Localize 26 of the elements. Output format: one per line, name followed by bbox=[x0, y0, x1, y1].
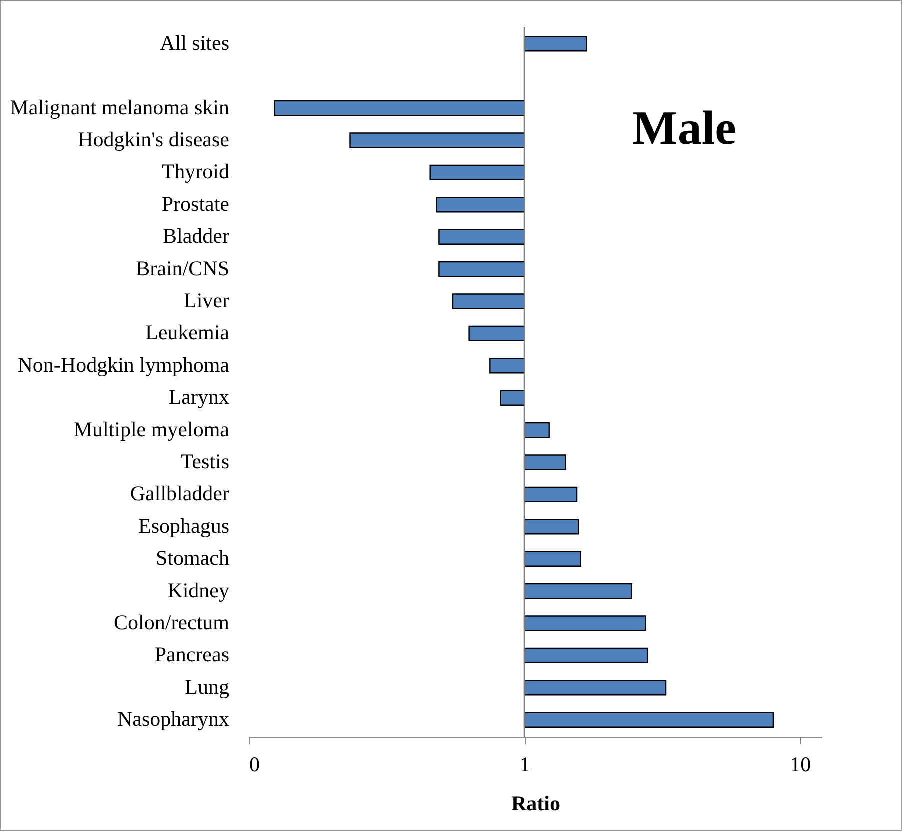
x-axis-title: Ratio bbox=[512, 792, 560, 816]
y-tick-label: Stomach bbox=[156, 546, 230, 570]
y-tick-label: Colon/rectum bbox=[114, 610, 230, 634]
x-tick-label: 10 bbox=[790, 752, 812, 776]
y-tick-label: Non-Hodgkin lymphoma bbox=[18, 352, 230, 377]
y-tick-label: Kidney bbox=[168, 578, 230, 602]
y-tick-label: Testis bbox=[180, 450, 230, 474]
y-tick-label: Larynx bbox=[168, 385, 230, 410]
y-tick-label: Pancreas bbox=[154, 642, 230, 667]
y-tick-label: Prostate bbox=[162, 192, 230, 216]
x-tick-label: 0 bbox=[250, 752, 260, 776]
y-tick-label: Hodgkin's disease bbox=[78, 128, 230, 152]
y-tick-label: Gallbladder bbox=[130, 482, 230, 506]
y-tick-label: Multiple myeloma bbox=[74, 417, 230, 442]
y-tick-label: Liver bbox=[184, 288, 230, 312]
y-tick-label: Nasopharynx bbox=[118, 707, 230, 732]
y-tick-label: Bladder bbox=[163, 224, 230, 248]
x-tick-label: 1 bbox=[520, 752, 530, 776]
y-tick-label: Thyroid bbox=[162, 160, 230, 184]
y-tick-label: Malignant melanoma skin bbox=[10, 95, 230, 120]
y-tick-label: All sites bbox=[160, 30, 230, 55]
y-tick-label: Brain/CNS bbox=[136, 256, 230, 280]
y-tick-label: Esophagus bbox=[138, 514, 230, 538]
y-tick-label: Leukemia bbox=[146, 320, 230, 345]
annotation: Male bbox=[632, 102, 736, 155]
y-tick-label: Lung bbox=[185, 674, 230, 699]
